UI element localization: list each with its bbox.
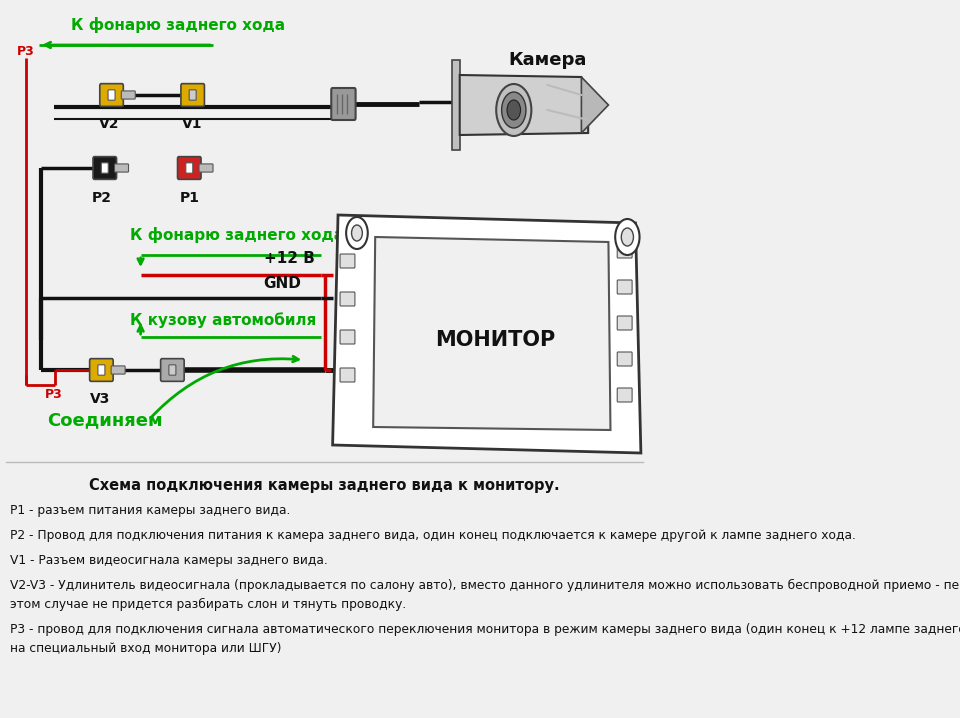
FancyBboxPatch shape [160,359,184,381]
Text: V2: V2 [99,117,119,131]
FancyBboxPatch shape [617,352,632,366]
Text: К фонарю заднего хода: К фонарю заднего хода [71,17,285,33]
Polygon shape [373,237,611,430]
Text: Соединяем: Соединяем [47,411,162,429]
Circle shape [496,84,532,136]
FancyBboxPatch shape [93,157,116,180]
FancyBboxPatch shape [180,84,204,106]
Text: GND: GND [264,276,301,291]
Circle shape [502,92,526,128]
Text: P1 - разъем питания камеры заднего вида.: P1 - разъем питания камеры заднего вида. [11,504,291,517]
FancyBboxPatch shape [108,90,115,101]
FancyBboxPatch shape [189,90,196,101]
Text: этом случае не придется разбирать слон и тянуть проводку.: этом случае не придется разбирать слон и… [11,598,406,611]
FancyBboxPatch shape [121,91,135,99]
FancyBboxPatch shape [340,368,355,382]
FancyBboxPatch shape [169,365,176,376]
Polygon shape [460,75,588,135]
FancyBboxPatch shape [340,292,355,306]
Polygon shape [332,215,641,453]
Polygon shape [582,77,609,133]
Circle shape [615,219,639,255]
FancyBboxPatch shape [617,280,632,294]
Polygon shape [451,60,460,150]
Text: Схема подключения камеры заднего вида к монитору.: Схема подключения камеры заднего вида к … [89,478,560,493]
Text: Камера: Камера [509,51,587,69]
Text: V2-V3 - Удлинитель видеосигнала (прокладывается по салону авто), вместо данного : V2-V3 - Удлинитель видеосигнала (проклад… [11,579,960,592]
FancyBboxPatch shape [186,163,193,173]
FancyBboxPatch shape [617,316,632,330]
Circle shape [621,228,634,246]
Circle shape [351,225,362,241]
FancyBboxPatch shape [98,365,105,376]
FancyBboxPatch shape [617,388,632,402]
Text: P3: P3 [17,45,35,58]
Text: V3: V3 [90,392,110,406]
Text: К кузову автомобиля: К кузову автомобиля [131,312,317,328]
Text: на специальный вход монитора или ШГУ): на специальный вход монитора или ШГУ) [11,642,281,655]
FancyBboxPatch shape [89,359,113,381]
FancyBboxPatch shape [617,244,632,258]
FancyBboxPatch shape [111,366,125,374]
Text: P3: P3 [44,388,62,401]
FancyBboxPatch shape [331,88,355,120]
Text: V1: V1 [182,117,203,131]
FancyBboxPatch shape [114,164,129,172]
Circle shape [347,217,368,249]
Text: P2: P2 [92,191,112,205]
Text: V1 - Разъем видеосигнала камеры заднего вида.: V1 - Разъем видеосигнала камеры заднего … [11,554,328,567]
FancyBboxPatch shape [102,163,108,173]
Text: МОНИТОР: МОНИТОР [435,330,555,350]
Text: P1: P1 [180,191,200,205]
FancyBboxPatch shape [100,84,123,106]
FancyBboxPatch shape [340,330,355,344]
Text: Р3 - провод для подключения сигнала автоматического переключения монитора в режи: Р3 - провод для подключения сигнала авто… [11,623,960,636]
Text: К фонарю заднего хода: К фонарю заднего хода [131,227,345,243]
Text: P2 - Провод для подключения питания к камера заднего вида, один конец подключает: P2 - Провод для подключения питания к ка… [11,529,856,542]
Text: +12 В: +12 В [264,251,315,266]
FancyBboxPatch shape [199,164,213,172]
Circle shape [507,100,520,120]
FancyBboxPatch shape [178,157,201,180]
FancyBboxPatch shape [340,254,355,268]
